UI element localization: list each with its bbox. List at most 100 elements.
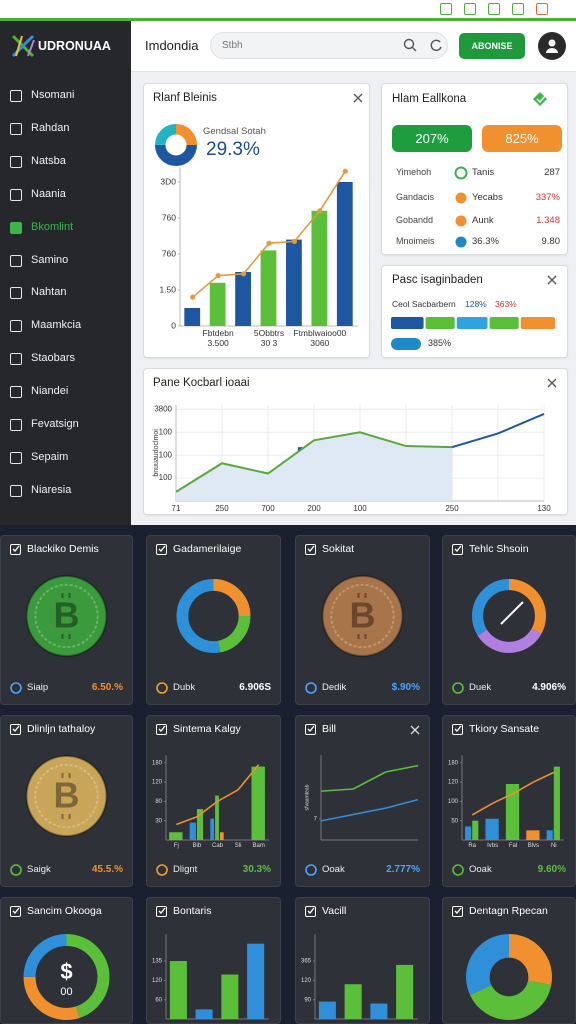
nav-icon[interactable] [10, 386, 22, 399]
x-tick-label: Fbtdebn 3.500 [202, 328, 234, 348]
nav-item[interactable]: Rahdan [31, 121, 70, 134]
x-tick-label: Cab [211, 843, 223, 849]
footer-value: 6.906S [239, 682, 271, 693]
row-value: 9.80 [541, 236, 561, 247]
card-title: Bontaris [173, 905, 212, 917]
card-icon [10, 906, 21, 917]
row-value: 1.348 [536, 215, 560, 226]
nav-icon[interactable] [10, 287, 22, 300]
kpi-label: Gendsal Sotah [203, 126, 266, 137]
pill[interactable]: 207% [392, 125, 472, 152]
card-title: Pane Kocbarl ioaai [153, 377, 250, 389]
footer-label: Duek [469, 682, 492, 693]
row-label: Gobandd [396, 215, 434, 225]
footer-label: Dubk [173, 682, 196, 693]
footer-value: 9.60% [537, 864, 566, 875]
x-tick-label: 5Obbtrs 30 3 [253, 328, 285, 348]
row-label: Mnoimeis [396, 236, 435, 246]
card-title: Sancim Okooga [27, 905, 102, 917]
nav-item[interactable]: Nahtan [31, 286, 67, 299]
nav-icon[interactable] [10, 188, 22, 201]
nav-icon[interactable] [10, 155, 22, 168]
nav-item[interactable]: Samino [31, 253, 69, 266]
x-tick-label: Bam [252, 843, 265, 849]
card [381, 83, 568, 255]
x-tick-label: Fal [508, 843, 518, 849]
card-title: Bill [322, 723, 337, 735]
card [143, 83, 370, 358]
footer-label: Ooak [469, 864, 492, 875]
nav-icon[interactable] [10, 320, 22, 333]
nav-item[interactable]: Sepaim [31, 450, 69, 463]
card-icon [156, 724, 167, 735]
card-title: Sokitat [322, 543, 355, 555]
footer-label: Ooak [322, 864, 345, 875]
x-tick-label: Ra [468, 843, 477, 849]
card-title: Tehlc Shsoin [469, 543, 529, 555]
nav-icon[interactable] [10, 122, 22, 135]
card [143, 368, 568, 515]
row-name: Yecabs [472, 192, 503, 203]
nav-item[interactable]: Fevatsign [31, 418, 79, 430]
footer-value: 45.5.% [91, 864, 123, 875]
card-title: Tkiory Sansate [469, 723, 540, 735]
nav-icon[interactable] [10, 221, 22, 234]
nav-item[interactable]: Nsomani [31, 89, 75, 101]
dark-card [0, 535, 133, 705]
nav-item[interactable]: Naania [31, 187, 66, 200]
x-tick-label: 700 [261, 504, 275, 513]
x-tick-label: Blvs [527, 843, 540, 849]
nav-item[interactable]: Bkomlint [31, 220, 74, 233]
pill[interactable]: 825% [482, 125, 562, 152]
row-name: 36.3% [472, 236, 499, 247]
nav-item[interactable]: Staobars [31, 352, 76, 365]
x-tick-label: Ivbs [487, 843, 499, 849]
window-icon[interactable] [440, 3, 452, 15]
nav-icon[interactable] [10, 419, 22, 431]
card-title: Hlam Eallkona [392, 93, 467, 105]
dark-card [442, 715, 576, 887]
window-icon[interactable] [512, 3, 524, 15]
card-title: Sintema Kalgy [173, 723, 241, 735]
footer-value: 4.906% [532, 682, 566, 693]
footer-value: 30.3% [242, 864, 271, 875]
window-icon[interactable] [464, 3, 476, 15]
nav-item[interactable]: Natsba [31, 154, 66, 167]
header-button[interactable]: ABONISE [459, 33, 525, 59]
dark-card [442, 535, 576, 705]
card-icon [452, 724, 463, 735]
nav-item[interactable]: Niandei [31, 385, 69, 398]
card-title: Rlanf Bleinis [153, 92, 217, 104]
dark-card [0, 715, 133, 887]
top-accent [0, 18, 576, 21]
x-tick-label: Sli [234, 843, 242, 849]
card-icon [452, 906, 463, 917]
nav-icon[interactable] [10, 353, 22, 366]
nav-icon[interactable] [10, 254, 22, 267]
footer-label: Dedik [322, 682, 347, 693]
nav-item[interactable]: Niaresia [31, 483, 72, 496]
kpi-value: 29.3% [206, 139, 260, 160]
x-tick-label: Ni [550, 843, 557, 849]
card-title: Vacill [322, 905, 347, 917]
card-title: Blackiko Demis [27, 543, 99, 555]
nav-item[interactable]: Maamkcia [31, 319, 82, 332]
nav-icon[interactable] [10, 484, 22, 497]
footer-value: 6.50.% [91, 682, 123, 693]
window-icon[interactable] [488, 3, 500, 15]
nav-icon[interactable] [10, 90, 22, 102]
nav-icon[interactable] [10, 451, 22, 464]
card-icon [156, 544, 167, 555]
header-title: Imdondia [145, 38, 199, 53]
footer-value: 2.777% [386, 864, 420, 875]
window-icon[interactable] [536, 3, 548, 15]
avatar[interactable] [538, 32, 566, 60]
dark-card [295, 715, 430, 887]
x-tick-label: 100 [353, 504, 367, 513]
row-name: Aunk [472, 215, 494, 226]
x-tick-label: 250 [445, 504, 459, 513]
dark-card [295, 535, 430, 705]
search-box[interactable] [210, 32, 448, 59]
x-tick-label: 130 [537, 504, 551, 513]
